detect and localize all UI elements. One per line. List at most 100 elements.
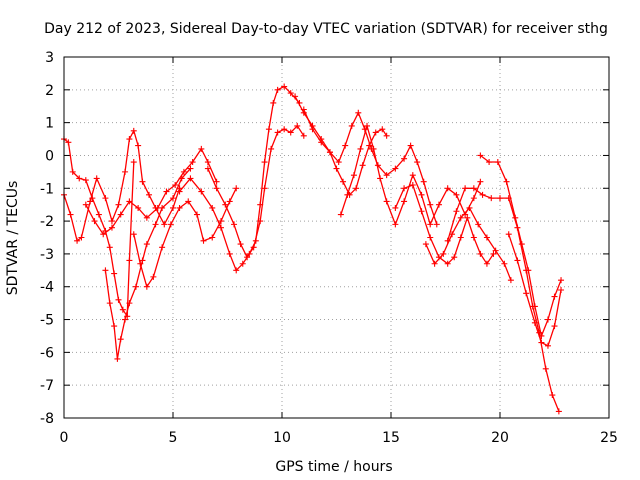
data-point xyxy=(558,287,565,294)
data-point xyxy=(377,175,384,182)
data-point xyxy=(198,145,205,152)
data-point xyxy=(344,191,351,198)
data-point xyxy=(217,218,224,225)
data-point xyxy=(137,260,144,267)
series-track-3 xyxy=(102,165,194,362)
y-tick-label: -3 xyxy=(40,247,54,263)
data-point xyxy=(87,198,94,205)
data-point xyxy=(309,126,316,133)
data-point xyxy=(222,201,229,208)
data-point xyxy=(470,234,477,241)
data-point xyxy=(514,257,521,264)
y-tick-label: -6 xyxy=(40,345,54,361)
data-point xyxy=(503,178,510,185)
data-point xyxy=(135,142,142,149)
data-point xyxy=(444,237,451,244)
y-tick-label: -2 xyxy=(40,214,54,230)
data-point xyxy=(359,162,366,169)
data-point xyxy=(433,221,440,228)
x-axis-label: GPS time / hours xyxy=(275,459,392,475)
data-point xyxy=(93,175,100,182)
series-line xyxy=(508,233,562,347)
data-point xyxy=(257,218,264,225)
data-point xyxy=(82,201,89,208)
data-point xyxy=(401,185,408,192)
data-point xyxy=(130,159,137,166)
data-point xyxy=(350,172,357,179)
data-point xyxy=(126,257,133,264)
data-point xyxy=(490,250,497,257)
data-point xyxy=(340,178,347,185)
data-point xyxy=(418,208,425,215)
data-point xyxy=(119,306,126,313)
data-point xyxy=(353,185,360,192)
data-point xyxy=(102,195,109,202)
data-point xyxy=(100,231,107,238)
data-point xyxy=(483,260,490,267)
data-point xyxy=(435,201,442,208)
data-point xyxy=(126,136,133,143)
data-point xyxy=(300,106,307,113)
data-point xyxy=(261,185,268,192)
data-point xyxy=(126,198,133,205)
chart-title: Day 212 of 2023, Sidereal Day-to-day VTE… xyxy=(44,21,608,37)
data-point xyxy=(143,283,150,290)
y-tick-label: 1 xyxy=(45,116,54,132)
data-point xyxy=(213,185,220,192)
data-point xyxy=(233,185,240,192)
data-point xyxy=(111,323,118,330)
data-point xyxy=(542,365,549,372)
data-point xyxy=(209,204,216,211)
data-point xyxy=(294,122,301,129)
data-point xyxy=(401,155,408,162)
data-point xyxy=(555,408,562,415)
series-line xyxy=(425,207,512,281)
y-tick-label: 3 xyxy=(45,50,54,66)
series-track-12 xyxy=(422,204,514,284)
data-point xyxy=(440,250,447,257)
data-point xyxy=(193,211,200,218)
data-point xyxy=(457,234,464,241)
data-point xyxy=(486,159,493,166)
data-point xyxy=(108,224,115,231)
data-point xyxy=(453,191,460,198)
data-point xyxy=(492,247,499,254)
data-point xyxy=(226,198,233,205)
data-point xyxy=(126,300,133,307)
series-track-11 xyxy=(392,181,497,267)
data-point xyxy=(154,204,161,211)
y-tick-label: -4 xyxy=(40,280,54,296)
data-point xyxy=(392,204,399,211)
data-point xyxy=(130,231,137,238)
plot-frame xyxy=(63,56,610,419)
data-point xyxy=(483,234,490,241)
data-point xyxy=(161,221,168,228)
data-point xyxy=(418,191,425,198)
data-point xyxy=(518,241,525,248)
data-point xyxy=(457,214,464,221)
x-tick-label: 10 xyxy=(273,430,291,446)
data-point xyxy=(470,195,477,202)
data-point xyxy=(146,191,153,198)
series-track-6 xyxy=(176,83,303,274)
data-point xyxy=(364,122,371,129)
data-point xyxy=(525,267,532,274)
data-point xyxy=(231,221,238,228)
y-tick-label: 0 xyxy=(45,148,54,164)
data-point xyxy=(392,165,399,172)
data-point xyxy=(217,224,224,231)
data-point xyxy=(239,260,246,267)
data-point xyxy=(122,168,129,175)
data-point xyxy=(82,177,89,184)
series-track-13 xyxy=(444,185,562,415)
data-point xyxy=(407,142,414,149)
data-point xyxy=(335,159,342,166)
data-point xyxy=(531,303,538,310)
data-point xyxy=(370,145,377,152)
y-tick-label: -8 xyxy=(40,411,54,427)
data-point xyxy=(477,250,484,257)
data-point xyxy=(143,214,150,221)
series-line xyxy=(85,148,218,235)
series-track-10 xyxy=(337,122,484,228)
gridlines xyxy=(64,57,609,418)
